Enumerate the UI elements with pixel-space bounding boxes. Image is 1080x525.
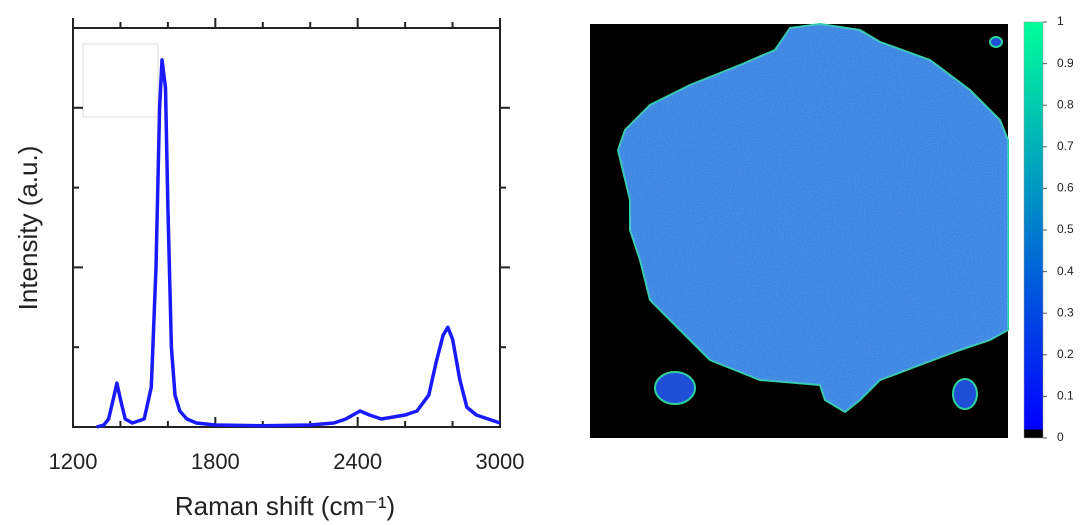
colorbar-tick-label: 0.5 [1057,222,1074,236]
x-tick-label: 1200 [49,449,98,474]
colorbar-tick-label: 0.4 [1057,264,1074,278]
colorbar-tick-label: 0.3 [1057,305,1074,319]
colorbar-tick-label: 1 [1057,14,1064,28]
x-tick-label: 3000 [476,449,525,474]
colorbar-tick-label: 0 [1057,430,1064,444]
colorbar-tick-label: 0.6 [1057,181,1074,195]
y-axis-label: Intensity (a.u.) [13,146,43,311]
colorbar-tick-label: 0.8 [1057,97,1074,111]
x-axis-label: Raman shift (cm⁻¹) [175,491,395,521]
colorbar-tick-label: 0.1 [1057,389,1074,403]
map-texture [618,24,1008,412]
colorbar-tick-label: 0.9 [1057,56,1074,70]
colorbar-tick-label: 0.7 [1057,139,1074,153]
inset-box [82,43,159,118]
x-tick-label: 2400 [333,449,382,474]
colorbar-tick-label: 0.2 [1057,347,1074,361]
colorbar [1023,21,1044,439]
x-tick-label: 1800 [191,449,240,474]
spectrum-line [96,58,501,429]
